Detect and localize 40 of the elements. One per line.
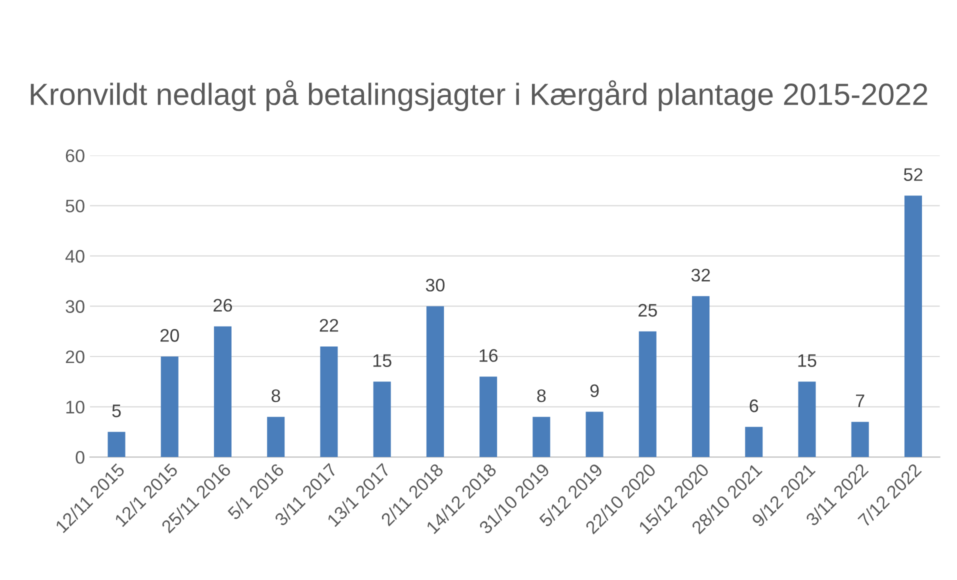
y-tick-label: 20 — [66, 350, 84, 364]
chart-title: Kronvildt nedlagt på betalingsjagter i Kærgård plantage 2015-2022 — [30, 80, 928, 112]
bar — [586, 412, 604, 458]
data-label: 20 — [160, 329, 179, 342]
bar — [904, 196, 922, 458]
bar — [320, 346, 338, 458]
y-tick-label: 50 — [66, 200, 84, 212]
bar — [480, 376, 498, 458]
data-label: 25 — [638, 304, 657, 317]
y-tick-label: 30 — [66, 300, 84, 313]
bar — [532, 416, 550, 458]
bar — [638, 331, 656, 458]
data-label: 8 — [272, 389, 280, 402]
data-label: 5 — [112, 404, 121, 418]
bar — [214, 326, 232, 458]
y-tick-label: 40 — [65, 250, 84, 263]
data-label: 30 — [426, 278, 445, 292]
bar — [267, 416, 285, 458]
bar — [108, 432, 126, 458]
y-tick-label: 10 — [66, 400, 84, 414]
data-label: 9 — [590, 384, 599, 398]
bar — [692, 296, 710, 458]
bar — [160, 356, 178, 458]
y-tick-label: 60 — [66, 149, 84, 162]
bar — [426, 306, 444, 458]
data-label: 7 — [856, 394, 864, 407]
data-label: 15 — [373, 354, 392, 367]
y-tick-label: 0 — [76, 450, 84, 464]
data-label: 8 — [537, 389, 546, 402]
data-label: 52 — [904, 168, 922, 181]
data-label: 32 — [691, 268, 710, 282]
bar — [851, 422, 869, 458]
data-label: 26 — [214, 298, 232, 312]
data-label: 15 — [798, 354, 816, 367]
bar — [745, 426, 763, 458]
data-label: 6 — [750, 399, 758, 412]
data-label: 16 — [480, 349, 498, 362]
data-label: 22 — [320, 318, 338, 332]
bar — [373, 382, 391, 458]
bar — [798, 382, 816, 458]
